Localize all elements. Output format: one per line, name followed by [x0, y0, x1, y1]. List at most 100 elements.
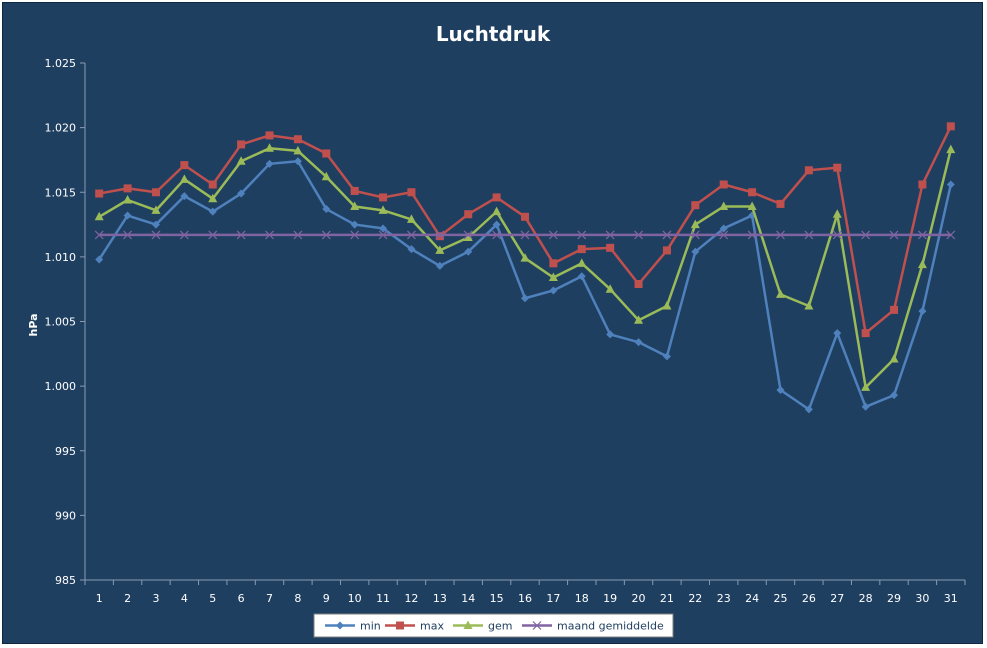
data-point	[719, 180, 728, 189]
data-point	[180, 192, 189, 201]
data-point	[918, 307, 927, 316]
data-point	[265, 131, 274, 140]
y-axis-label: hPa	[27, 313, 40, 336]
legend-marker	[336, 621, 344, 630]
data-point	[208, 193, 218, 203]
legend-label: min	[360, 620, 381, 633]
data-point	[577, 258, 587, 267]
series-line	[98, 159, 953, 411]
series-gem	[94, 143, 956, 391]
data-point	[833, 329, 842, 338]
data-point	[151, 220, 160, 229]
data-point	[946, 144, 956, 154]
data-point	[265, 159, 274, 168]
data-point	[492, 230, 502, 240]
data-point	[520, 230, 530, 240]
x-tick-label: 12	[404, 592, 418, 605]
x-tick-label: 26	[802, 592, 816, 605]
legend-label: maand gemiddelde	[557, 620, 664, 633]
x-tick-label: 4	[181, 592, 188, 605]
data-point	[407, 188, 416, 197]
x-tick-label: 8	[294, 592, 301, 605]
data-point	[946, 122, 955, 131]
data-point	[804, 230, 814, 240]
x-tick-label: 5	[209, 592, 216, 605]
y-tick-label: 1.010	[45, 251, 77, 264]
data-point	[804, 166, 813, 175]
x-tick-label: 23	[717, 592, 731, 605]
data-point	[634, 230, 643, 240]
legend-item: min	[325, 620, 381, 633]
data-point	[918, 180, 927, 189]
data-point	[861, 402, 870, 411]
x-tick-label: 14	[461, 592, 475, 605]
series-layer	[94, 122, 956, 414]
data-point	[634, 338, 643, 347]
data-point	[208, 230, 218, 240]
data-point	[521, 294, 529, 303]
y-tick-label: 995	[55, 445, 76, 458]
data-point	[833, 163, 842, 172]
data-point	[151, 188, 160, 197]
line-chart: Luchtdruk hPa 9859909951.0001.0051.0101.…	[27, 22, 966, 638]
data-point	[719, 201, 729, 210]
y-tick-label: 1.005	[45, 316, 77, 329]
data-point	[463, 230, 473, 240]
data-point	[464, 210, 473, 219]
data-point	[407, 230, 416, 240]
data-point	[463, 232, 473, 241]
legend-item: gem	[453, 620, 512, 633]
data-point	[634, 280, 643, 289]
data-point	[690, 219, 700, 229]
legend-marker	[463, 620, 473, 629]
data-point	[890, 305, 899, 314]
series-min	[95, 157, 955, 414]
data-point	[265, 230, 274, 240]
data-point	[521, 212, 529, 221]
data-point	[691, 201, 700, 210]
chart-title: Luchtdruk	[436, 22, 551, 46]
data-point	[293, 135, 302, 144]
x-tick-label: 24	[745, 592, 759, 605]
data-point	[95, 189, 104, 198]
legend-box	[313, 613, 674, 638]
data-point	[719, 230, 729, 240]
x-tick-label: 28	[859, 592, 873, 605]
data-point	[322, 205, 331, 214]
data-point	[350, 186, 359, 195]
series-maand-gemiddelde	[94, 230, 956, 240]
data-point	[605, 230, 615, 240]
data-point	[378, 230, 388, 240]
data-point	[605, 284, 615, 293]
data-point	[662, 230, 672, 240]
legend-marker	[532, 621, 542, 630]
x-tick-label: 11	[376, 592, 390, 605]
data-point	[94, 211, 104, 221]
data-point	[151, 230, 161, 240]
data-point	[548, 272, 558, 282]
data-point	[492, 193, 501, 202]
legend: min max gem maand gemiddelde	[313, 613, 674, 638]
x-tick-label: 18	[575, 592, 589, 605]
data-point	[435, 245, 445, 254]
data-point	[236, 156, 246, 165]
x-tick-label: 15	[490, 592, 504, 605]
x-tick-label: 25	[773, 592, 787, 605]
data-point	[179, 230, 189, 240]
x-tick-label: 16	[518, 592, 532, 605]
data-point	[747, 201, 757, 210]
data-point	[237, 189, 246, 198]
data-point	[293, 157, 302, 166]
data-point	[832, 209, 842, 218]
data-point	[322, 149, 331, 158]
x-tick-label: 20	[632, 592, 646, 605]
data-point	[690, 230, 700, 240]
x-tick-label: 7	[266, 592, 273, 605]
data-point	[634, 315, 644, 324]
data-point	[804, 300, 814, 310]
data-point	[577, 272, 586, 281]
x-tick-label: 9	[323, 592, 330, 605]
data-point	[464, 247, 473, 256]
legend-label: max	[420, 620, 444, 633]
